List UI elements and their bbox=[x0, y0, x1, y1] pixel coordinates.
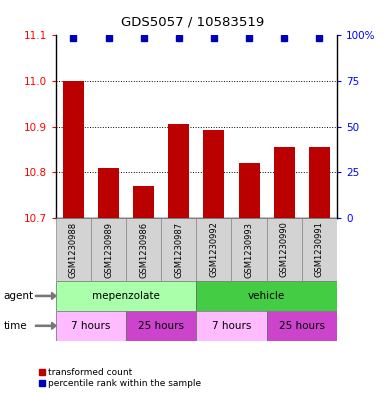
Bar bbox=[274, 147, 295, 218]
Bar bbox=[196, 311, 266, 341]
Bar bbox=[302, 218, 337, 281]
Bar bbox=[56, 218, 91, 281]
Text: GDS5057 / 10583519: GDS5057 / 10583519 bbox=[121, 15, 264, 28]
Text: GSM1230986: GSM1230986 bbox=[139, 222, 148, 277]
Bar bbox=[231, 218, 266, 281]
Text: GSM1230991: GSM1230991 bbox=[315, 222, 324, 277]
Bar bbox=[196, 281, 337, 311]
Bar bbox=[168, 125, 189, 218]
Bar bbox=[203, 130, 224, 218]
Bar bbox=[133, 186, 154, 218]
Bar bbox=[266, 218, 302, 281]
Text: 25 hours: 25 hours bbox=[138, 321, 184, 331]
Bar bbox=[196, 218, 231, 281]
Bar bbox=[56, 311, 126, 341]
Text: time: time bbox=[4, 321, 27, 331]
Text: 7 hours: 7 hours bbox=[212, 321, 251, 331]
Text: GSM1230990: GSM1230990 bbox=[280, 222, 289, 277]
Text: agent: agent bbox=[4, 291, 34, 301]
Text: GSM1230987: GSM1230987 bbox=[174, 222, 183, 277]
Bar bbox=[63, 81, 84, 218]
Text: GSM1230988: GSM1230988 bbox=[69, 222, 78, 277]
Bar bbox=[98, 168, 119, 218]
Bar bbox=[91, 218, 126, 281]
Bar bbox=[309, 147, 330, 218]
Text: GSM1230989: GSM1230989 bbox=[104, 222, 113, 277]
Bar bbox=[161, 218, 196, 281]
Bar bbox=[126, 218, 161, 281]
Text: 7 hours: 7 hours bbox=[71, 321, 110, 331]
Text: vehicle: vehicle bbox=[248, 291, 285, 301]
Legend: transformed count, percentile rank within the sample: transformed count, percentile rank withi… bbox=[39, 368, 201, 389]
Bar bbox=[126, 311, 196, 341]
Text: GSM1230993: GSM1230993 bbox=[244, 222, 254, 277]
Bar bbox=[266, 311, 337, 341]
Text: 25 hours: 25 hours bbox=[279, 321, 325, 331]
Bar bbox=[56, 281, 196, 311]
Text: mepenzolate: mepenzolate bbox=[92, 291, 160, 301]
Bar bbox=[239, 163, 259, 218]
Text: GSM1230992: GSM1230992 bbox=[209, 222, 218, 277]
